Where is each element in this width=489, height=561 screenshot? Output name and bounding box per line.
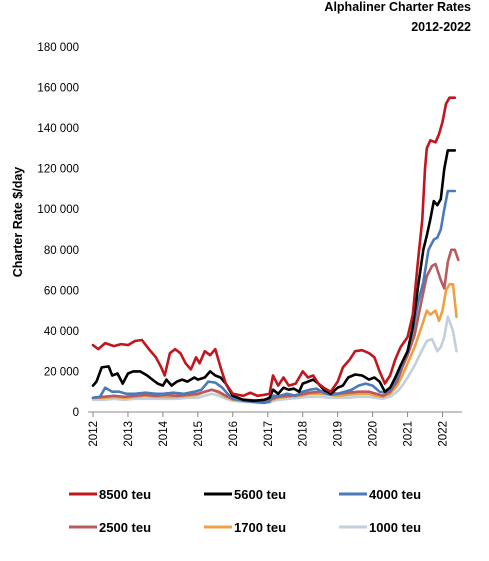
y-tick-label: 20 000 [44, 366, 79, 378]
legend-label: 4000 teu [369, 487, 421, 502]
x-tick-label: 2022 [438, 421, 450, 447]
y-tick-label: 0 [73, 407, 79, 419]
y-axis-title: Charter Rate $/day [11, 167, 25, 278]
x-tick-label: 2016 [228, 421, 240, 447]
series-line [91, 282, 458, 404]
y-tick-label: 120 000 [37, 164, 79, 176]
x-axis-ticks: 2012 2013 2014 2015 2016 2017 2018 2019 2020 2021… [88, 412, 450, 447]
y-tick-label: 40 000 [44, 326, 79, 338]
x-tick-label: 2012 [88, 421, 100, 447]
x-tick-label: 2018 [298, 421, 310, 447]
legend-label: 2500 teu [99, 520, 151, 535]
x-tick-label: 2019 [333, 421, 345, 447]
y-tick-label: 140 000 [37, 123, 79, 135]
legend-label: 1000 teu [369, 520, 421, 535]
x-tick-label: 2020 [368, 421, 380, 447]
series-line [91, 149, 457, 403]
series-line [91, 315, 458, 405]
y-tick-label: 100 000 [37, 204, 79, 216]
chart-title-line-1: Alphaliner Charter Rates [324, 0, 471, 14]
x-tick-label: 2017 [263, 421, 275, 447]
x-tick-label: 2013 [123, 421, 135, 447]
series-lines [91, 96, 460, 405]
legend-label: 1700 teu [234, 520, 286, 535]
y-tick-label: 80 000 [44, 245, 79, 257]
x-tick-label: 2015 [193, 421, 205, 447]
chart-title-line-2: 2012-2022 [411, 20, 471, 34]
series-line [91, 189, 457, 405]
x-tick-label: 2021 [403, 421, 415, 447]
y-tick-label: 160 000 [37, 83, 79, 95]
legend-label: 8500 teu [99, 487, 151, 502]
y-tick-label: 60 000 [44, 285, 79, 297]
legend-label: 5600 teu [234, 487, 286, 502]
y-tick-label: 180 000 [37, 42, 79, 54]
x-tick-label: 2014 [158, 420, 170, 446]
legend: 8500 teu 5600 teu 4000 teu 2500 teu 1700 teu… [69, 487, 421, 535]
series-line [91, 96, 457, 398]
series-line [91, 248, 460, 403]
y-axis-ticks: 0 20 000 40 000 60 000 80 000 100 000 120 000 1… [37, 42, 79, 419]
